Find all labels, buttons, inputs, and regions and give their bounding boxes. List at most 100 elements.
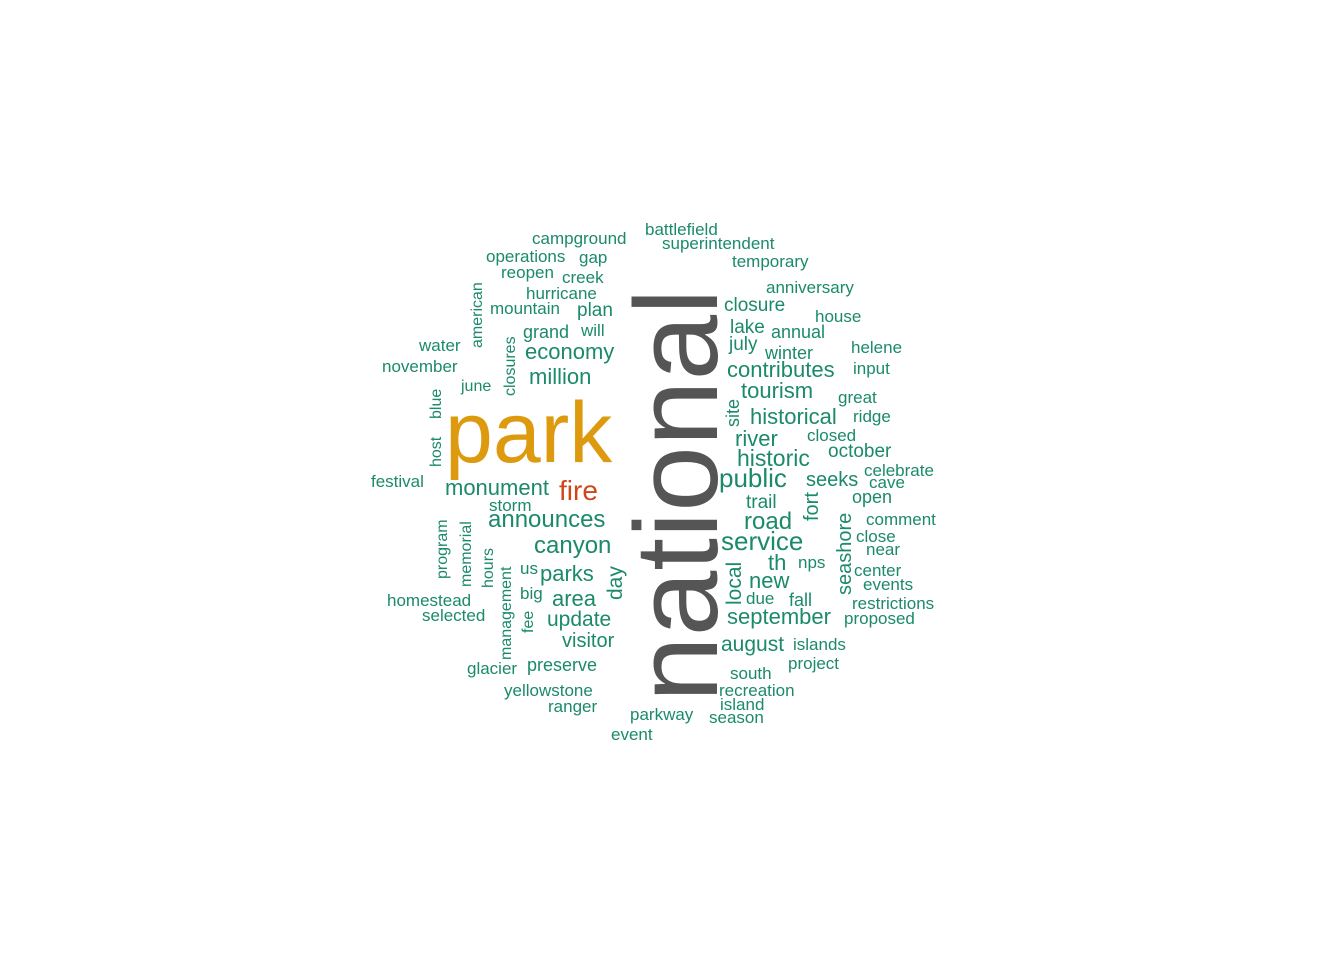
word-american: american	[469, 282, 486, 348]
word-june: june	[460, 378, 491, 395]
word-seashore: seashore	[834, 513, 856, 595]
word-islands: islands	[793, 635, 846, 654]
word-local: local	[723, 562, 746, 605]
word-fire: fire	[559, 475, 598, 506]
word-input: input	[853, 359, 890, 378]
word-restrictions: restrictions	[852, 594, 934, 613]
word-proposed: proposed	[844, 609, 915, 628]
word-public: public	[719, 463, 787, 493]
word-island: island	[720, 695, 764, 714]
word-historic: historic	[737, 445, 810, 471]
word-project: project	[788, 654, 839, 673]
word-blue: blue	[428, 389, 445, 419]
word-great: great	[838, 388, 877, 407]
word-comment: comment	[866, 510, 936, 529]
word-will: will	[580, 321, 605, 340]
word-close: close	[856, 527, 896, 546]
word-closed: closed	[807, 426, 856, 445]
word-road: road	[744, 508, 792, 535]
word-nps: nps	[798, 553, 825, 572]
word-management: management	[498, 566, 515, 660]
word-august: august	[721, 633, 784, 656]
word-annual: annual	[771, 322, 825, 342]
word-hours: hours	[480, 548, 497, 588]
word-lake: lake	[730, 317, 765, 338]
word-operations: operations	[486, 247, 565, 266]
word-july: july	[728, 334, 758, 355]
word-creek: creek	[562, 268, 604, 287]
word-fee: fee	[520, 611, 537, 633]
word-host: host	[428, 436, 445, 467]
word-storm: storm	[489, 496, 532, 515]
word-contributes: contributes	[727, 357, 835, 382]
word-announces: announces	[488, 506, 605, 533]
word-million: million	[529, 364, 591, 389]
word-area: area	[552, 586, 597, 611]
word-south: south	[730, 664, 772, 683]
word-winter: winter	[764, 343, 813, 363]
word-campground: campground	[532, 229, 627, 248]
word-site: site	[723, 399, 743, 427]
word-near: near	[866, 540, 900, 559]
word-big: big	[520, 584, 543, 603]
word-fort: fort	[801, 492, 823, 521]
word-fall: fall	[789, 590, 812, 610]
word-temporary: temporary	[732, 252, 809, 271]
word-parkway: parkway	[630, 705, 694, 724]
word-mountain: mountain	[490, 299, 560, 318]
word-november: november	[382, 357, 458, 376]
word-service: service	[721, 526, 803, 556]
word-recreation: recreation	[719, 681, 795, 700]
word-ranger: ranger	[548, 697, 597, 716]
word-canyon: canyon	[534, 532, 611, 559]
word-yellowstone: yellowstone	[504, 681, 593, 700]
word-homestead: homestead	[387, 591, 471, 610]
word-season: season	[709, 708, 764, 727]
word-closure: closure	[724, 295, 785, 316]
word-th: th	[768, 550, 786, 575]
word-us: us	[520, 559, 538, 578]
word-monument: monument	[445, 475, 549, 500]
word-open: open	[852, 487, 892, 507]
word-ridge: ridge	[853, 407, 891, 426]
word-seeks: seeks	[806, 469, 858, 491]
word-park: park	[445, 385, 613, 481]
word-grand: grand	[523, 322, 569, 342]
word-center: center	[854, 561, 902, 580]
word-historical: historical	[750, 404, 837, 429]
word-event: event	[611, 725, 653, 744]
word-gap: gap	[579, 248, 607, 267]
word-events: events	[863, 575, 913, 594]
word-economy: economy	[525, 339, 614, 364]
word-helene: helene	[851, 338, 902, 357]
word-preserve: preserve	[527, 655, 597, 675]
word-celebrate: celebrate	[864, 461, 934, 480]
word-battlefield: battlefield	[645, 220, 718, 239]
word-selected: selected	[422, 606, 485, 625]
word-reopen: reopen	[501, 263, 554, 282]
word-river: river	[735, 426, 778, 451]
word-cave: cave	[869, 473, 905, 492]
word-anniversary: anniversary	[766, 278, 854, 297]
word-hurricane: hurricane	[526, 284, 597, 303]
word-water: water	[418, 336, 461, 355]
word-september: september	[727, 604, 831, 629]
word-festival: festival	[371, 472, 424, 491]
word-update: update	[547, 608, 611, 631]
word-trail: trail	[746, 492, 777, 513]
word-day: day	[604, 566, 627, 600]
word-program: program	[434, 519, 451, 579]
word-glacier: glacier	[467, 659, 517, 678]
word-due: due	[746, 589, 774, 608]
word-new: new	[749, 568, 789, 593]
word-october: october	[828, 441, 892, 462]
word-parks: parks	[540, 561, 594, 586]
word-plan: plan	[577, 300, 613, 321]
word-closures: closures	[502, 336, 519, 396]
word-memorial: memorial	[458, 521, 475, 587]
word-national: national	[611, 289, 743, 702]
word-superintendent: superintendent	[662, 234, 775, 253]
word-visitor: visitor	[562, 630, 615, 652]
word-tourism: tourism	[741, 378, 813, 403]
